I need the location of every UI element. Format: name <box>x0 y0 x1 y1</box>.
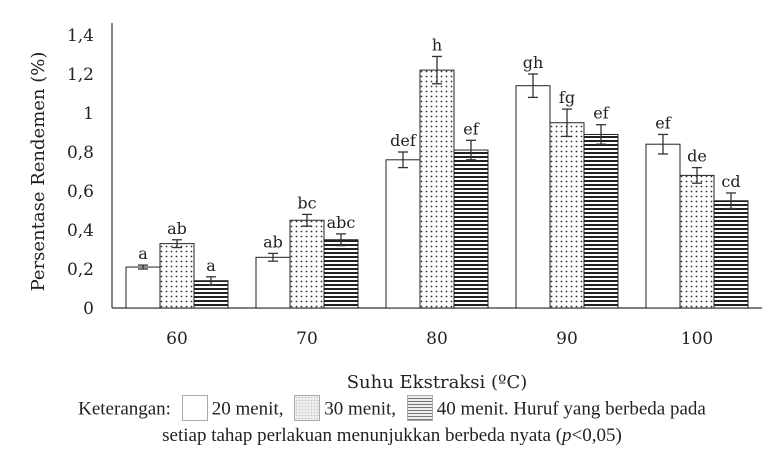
y-tick-label: 0 <box>83 299 94 319</box>
legend-swatch-40-menit <box>406 395 433 421</box>
significance-label: cd <box>721 172 740 191</box>
y-axis-title: Persentase Rendemen (%) <box>28 52 49 292</box>
y-tick-label: 0,4 <box>67 221 94 241</box>
y-tick-label: 0,8 <box>67 143 94 163</box>
significance-label: ef <box>593 104 609 123</box>
bar <box>419 69 455 309</box>
significance-label: ab <box>263 232 283 251</box>
bar <box>289 219 325 309</box>
bar <box>583 133 619 309</box>
bar <box>645 143 681 309</box>
bar <box>453 149 489 309</box>
legend-label-40-menit: 40 menit. Huruf yang berbeda pada <box>436 398 706 420</box>
x-tick-label: 90 <box>556 329 578 349</box>
significance-label: def <box>390 131 417 150</box>
significance-label: ab <box>167 219 187 238</box>
caption-p-symbol: p <box>562 425 572 446</box>
legend-swatch-20-menit <box>181 395 208 421</box>
significance-label: fg <box>559 88 575 107</box>
caption-note-end: <0,05) <box>571 425 622 446</box>
x-tick-label: 80 <box>426 329 448 349</box>
bar <box>125 266 161 309</box>
significance-label: h <box>432 35 442 54</box>
caption-prefix: Keterangan: <box>78 398 171 420</box>
bar <box>323 239 359 309</box>
legend-caption-line1: Keterangan: 20 menit, 30 menit, 40 menit… <box>0 395 784 423</box>
x-tick-label: 60 <box>166 329 188 349</box>
significance-label: abc <box>327 213 356 232</box>
significance-label: a <box>206 256 216 275</box>
significance-label: gh <box>523 53 544 72</box>
bar <box>385 159 421 309</box>
legend-swatch-30-menit <box>294 395 321 421</box>
y-tick-label: 0,2 <box>67 260 94 280</box>
x-axis-title: Suhu Ekstraksi (ºC) <box>347 372 528 393</box>
y-tick-label: 1 <box>83 104 94 124</box>
significance-label: a <box>138 244 148 263</box>
legend-label-30-menit: 30 menit, <box>324 398 397 420</box>
significance-label: ef <box>655 113 671 132</box>
significance-label: ef <box>463 119 479 138</box>
y-tick-label: 1,2 <box>67 65 94 85</box>
legend-caption-line2: setiap tahap perlakuan menunjukkan berbe… <box>0 425 784 447</box>
y-tick-label: 1,4 <box>67 26 94 46</box>
significance-label: de <box>687 147 707 166</box>
x-tick-label: 100 <box>681 329 713 349</box>
bar <box>515 85 551 309</box>
significance-label: bc <box>297 193 316 212</box>
bar-chart: 0 0,2 0,4 0,6 0,8 1 1,2 1,4 Persentase Rendemen … <box>28 23 762 393</box>
legend-label-20-menit: 20 menit, <box>211 398 284 420</box>
bar <box>255 256 291 309</box>
caption-note: setiap tahap perlakuan menunjukkan berbe… <box>162 425 563 446</box>
bar <box>159 243 195 309</box>
bar <box>679 174 715 309</box>
bar <box>713 200 749 309</box>
x-tick-label: 70 <box>296 329 318 349</box>
bar <box>549 122 585 309</box>
y-tick-label: 0,6 <box>67 182 94 202</box>
